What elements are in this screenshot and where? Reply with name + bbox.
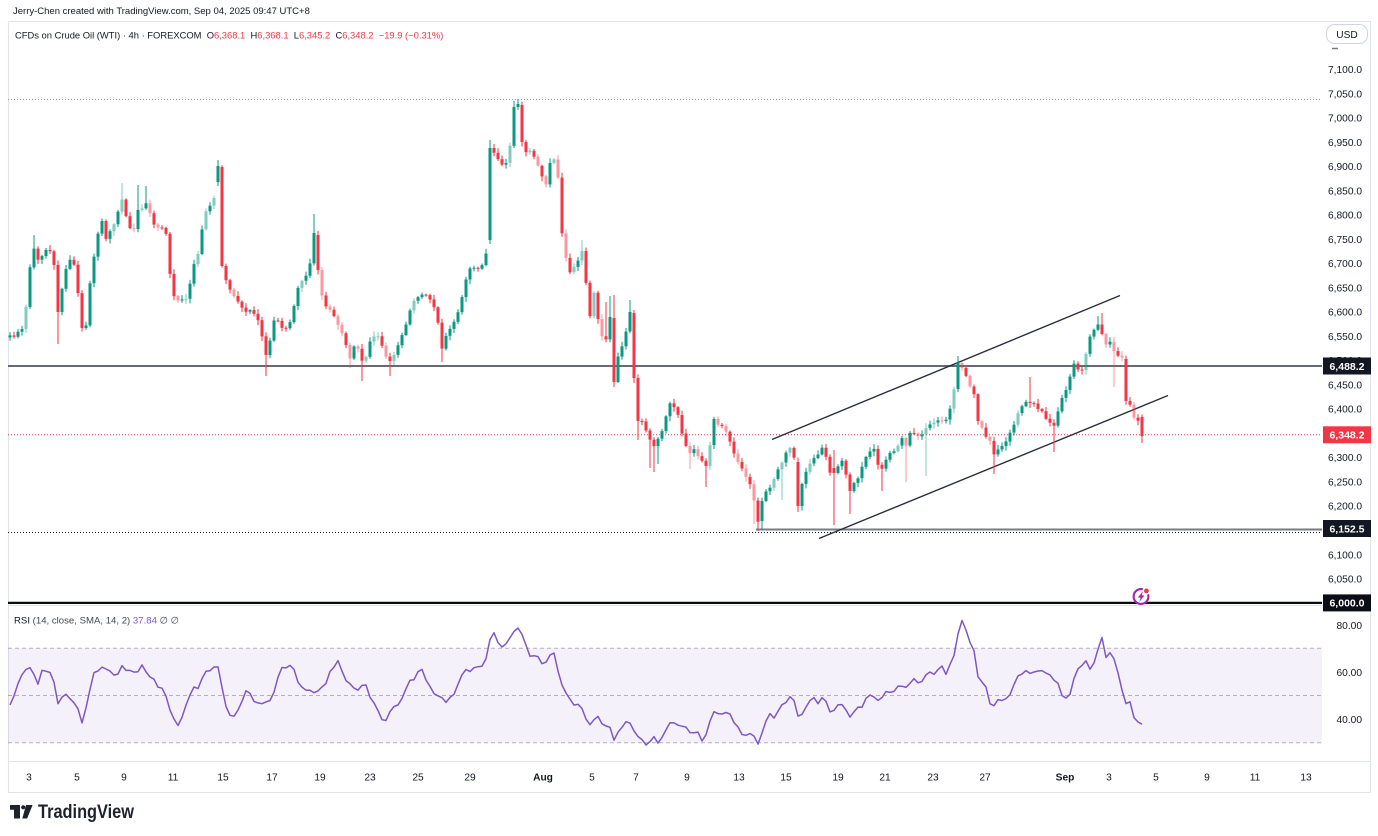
svg-text:15: 15 <box>217 773 229 784</box>
svg-text:19: 19 <box>832 773 844 784</box>
svg-text:15: 15 <box>780 773 792 784</box>
svg-text:6,488.2: 6,488.2 <box>1329 361 1364 373</box>
svg-text:6,152.5: 6,152.5 <box>1329 523 1364 535</box>
svg-text:11: 11 <box>1250 773 1261 784</box>
svg-text:13: 13 <box>733 773 745 784</box>
svg-text:9: 9 <box>121 773 127 784</box>
svg-text:TradingView: TradingView <box>38 802 134 823</box>
svg-text:25: 25 <box>412 773 424 784</box>
svg-text:23: 23 <box>364 773 376 784</box>
svg-text:6,348.2: 6,348.2 <box>1329 430 1364 442</box>
svg-text:6,450.0: 6,450.0 <box>1328 380 1362 391</box>
svg-text:17: 17 <box>266 773 278 784</box>
svg-text:13: 13 <box>1300 773 1312 784</box>
svg-text:6,250.0: 6,250.0 <box>1328 478 1362 489</box>
svg-text:7: 7 <box>633 773 639 784</box>
svg-text:5: 5 <box>589 773 595 784</box>
svg-text:USD: USD <box>1336 30 1358 41</box>
svg-text:6,400.0: 6,400.0 <box>1328 405 1362 416</box>
svg-text:9: 9 <box>1204 773 1210 784</box>
svg-text:6,700.0: 6,700.0 <box>1328 259 1362 270</box>
svg-text:Jerry-Chen created with Tradin: Jerry-Chen created with TradingView.com,… <box>13 6 310 17</box>
svg-text:6,800.0: 6,800.0 <box>1328 211 1362 222</box>
svg-text:6,950.0: 6,950.0 <box>1328 138 1362 149</box>
svg-text:3: 3 <box>1106 773 1112 784</box>
svg-text:6,600.0: 6,600.0 <box>1328 308 1362 319</box>
svg-text:6,050.0: 6,050.0 <box>1328 575 1362 586</box>
svg-text:RSI (14, close, SMA, 14, 2) 3: RSI (14, close, SMA, 14, 2) 37.84 ∅ ∅ <box>14 616 179 627</box>
svg-text:19: 19 <box>314 773 326 784</box>
svg-text:23: 23 <box>927 773 939 784</box>
svg-text:6,200.0: 6,200.0 <box>1328 502 1362 513</box>
svg-text:6,300.0: 6,300.0 <box>1328 453 1362 464</box>
svg-text:5: 5 <box>1153 773 1159 784</box>
svg-text:5: 5 <box>74 773 80 784</box>
svg-text:27: 27 <box>979 773 991 784</box>
svg-text:6,100.0: 6,100.0 <box>1328 550 1362 561</box>
svg-text:6,550.0: 6,550.0 <box>1328 332 1362 343</box>
svg-text:9: 9 <box>684 773 690 784</box>
svg-text:7,100.0: 7,100.0 <box>1328 65 1362 76</box>
svg-text:CFDs on Crude Oil (WTI) · 4h ·: CFDs on Crude Oil (WTI) · 4h · FOREXCOM … <box>15 30 443 41</box>
svg-text:7,000.0: 7,000.0 <box>1328 114 1362 125</box>
svg-text:21: 21 <box>879 773 891 784</box>
svg-text:6,900.0: 6,900.0 <box>1328 162 1362 173</box>
svg-text:7,050.0: 7,050.0 <box>1328 89 1362 100</box>
svg-text:Sep: Sep <box>1056 773 1075 784</box>
svg-text:6,750.0: 6,750.0 <box>1328 235 1362 246</box>
svg-text:6,850.0: 6,850.0 <box>1328 186 1362 197</box>
svg-text:80.00: 80.00 <box>1337 621 1363 632</box>
svg-text:6,650.0: 6,650.0 <box>1328 283 1362 294</box>
svg-text:40.00: 40.00 <box>1337 715 1363 726</box>
svg-text:6,000.0: 6,000.0 <box>1329 598 1364 610</box>
svg-text:Aug: Aug <box>533 773 553 784</box>
svg-text:60.00: 60.00 <box>1337 668 1363 679</box>
svg-text:29: 29 <box>464 773 476 784</box>
svg-text:11: 11 <box>168 773 179 784</box>
svg-text:3: 3 <box>26 773 32 784</box>
